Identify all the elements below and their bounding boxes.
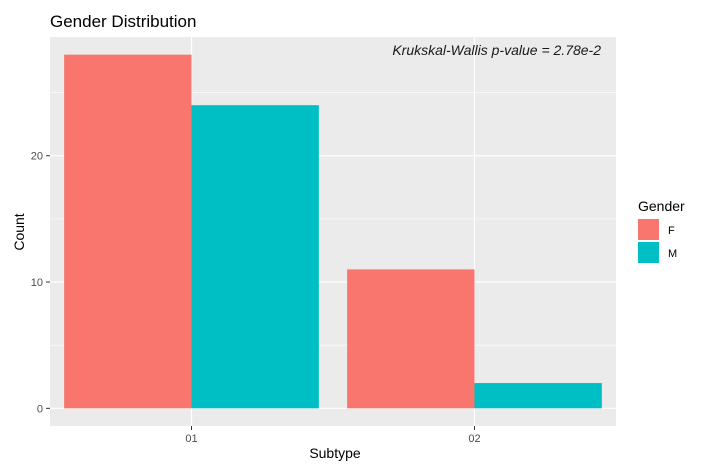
legend: Gender FM (638, 198, 685, 263)
y-tick-label: 20 (31, 151, 43, 163)
chart-title: Gender Distribution (50, 12, 196, 31)
bar-F-01 (64, 54, 192, 409)
legend-label-M: M (668, 248, 677, 260)
y-axis-title: Count (11, 213, 27, 250)
bars (64, 54, 602, 409)
legend-key-F (638, 219, 659, 240)
legend-label-F: F (668, 225, 675, 237)
y-axis-ticks: 0 10 20 (31, 151, 50, 415)
x-axis-ticks: 01 02 (185, 426, 481, 445)
bar-M-02 (474, 383, 602, 409)
y-tick-label: 0 (37, 403, 43, 415)
bar-F-02 (347, 269, 475, 409)
x-axis-title: Subtype (309, 445, 361, 461)
legend-title: Gender (638, 198, 685, 214)
y-tick-label: 10 (31, 277, 43, 289)
legend-key-M (638, 242, 659, 263)
bar-M-01 (191, 105, 319, 409)
stat-annotation: Krukskal-Wallis p-value = 2.78e-2 (392, 42, 601, 58)
x-tick-label: 01 (185, 433, 197, 445)
x-tick-label: 02 (468, 433, 480, 445)
